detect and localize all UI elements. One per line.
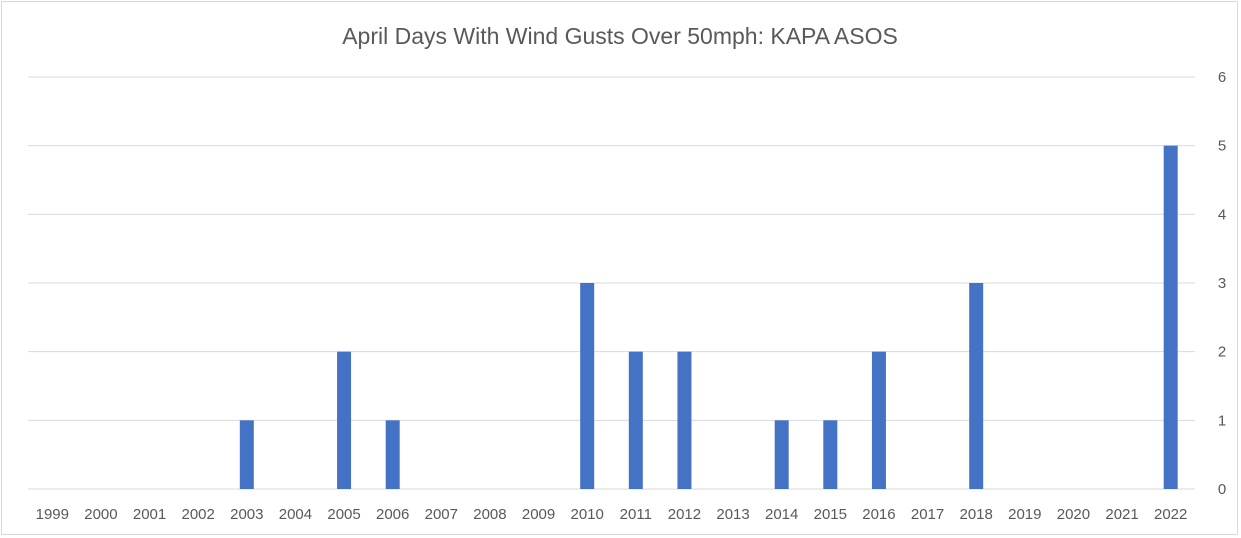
bar-2012 (677, 351, 692, 489)
y-tick-label: 1 (1218, 412, 1226, 429)
gridlines (28, 76, 1195, 490)
x-tick-label: 2016 (862, 506, 895, 523)
bar-2015 (823, 420, 838, 489)
y-tick-label: 0 (1218, 481, 1226, 498)
y-tick-label: 5 (1218, 138, 1226, 155)
x-axis-ticks: 1999 2000 2001 2002 2003 2004 2005 2006 2007 2008… (36, 506, 1188, 523)
bars (239, 145, 1178, 489)
x-tick-label: 2022 (1154, 506, 1187, 523)
y-tick-label: 3 (1218, 275, 1226, 292)
x-tick-label: 2014 (765, 506, 798, 523)
y-axis-ticks: 0 1 2 3 4 5 6 (1218, 69, 1226, 498)
x-tick-label: 2008 (473, 506, 506, 523)
x-tick-label: 1999 (36, 506, 69, 523)
x-tick-label: 2020 (1057, 506, 1090, 523)
x-tick-label: 2010 (571, 506, 604, 523)
x-tick-label: 2011 (620, 506, 652, 523)
x-tick-label: 2017 (911, 506, 944, 523)
x-tick-label: 2018 (960, 506, 993, 523)
x-tick-label: 2015 (814, 506, 847, 523)
chart-title: April Days With Wind Gusts Over 50mph: K… (342, 23, 898, 49)
x-tick-label: 2013 (716, 506, 749, 523)
y-tick-label: 4 (1218, 206, 1226, 223)
x-tick-label: 2001 (133, 506, 166, 523)
x-tick-label: 2006 (376, 506, 409, 523)
x-tick-label: 2009 (522, 506, 555, 523)
x-tick-label: 2021 (1105, 506, 1138, 523)
bar-2005 (337, 351, 352, 489)
x-tick-label: 2000 (84, 506, 117, 523)
bar-2006 (385, 420, 400, 489)
y-tick-label: 2 (1218, 344, 1226, 361)
y-tick-label: 6 (1218, 69, 1226, 86)
bar-2003 (239, 420, 254, 489)
bar-2014 (774, 420, 789, 489)
x-tick-label: 2019 (1008, 506, 1041, 523)
bar-2011 (628, 351, 643, 489)
x-tick-label: 2003 (230, 506, 263, 523)
bar-2016 (871, 351, 886, 489)
x-tick-label: 2007 (425, 506, 458, 523)
x-tick-label: 2012 (668, 506, 701, 523)
bar-2018 (969, 283, 984, 489)
x-tick-label: 2004 (279, 506, 312, 523)
bar-2010 (580, 283, 595, 489)
x-tick-label: 2002 (182, 506, 215, 523)
bar-2022 (1163, 145, 1178, 489)
x-tick-label: 2005 (327, 506, 360, 523)
